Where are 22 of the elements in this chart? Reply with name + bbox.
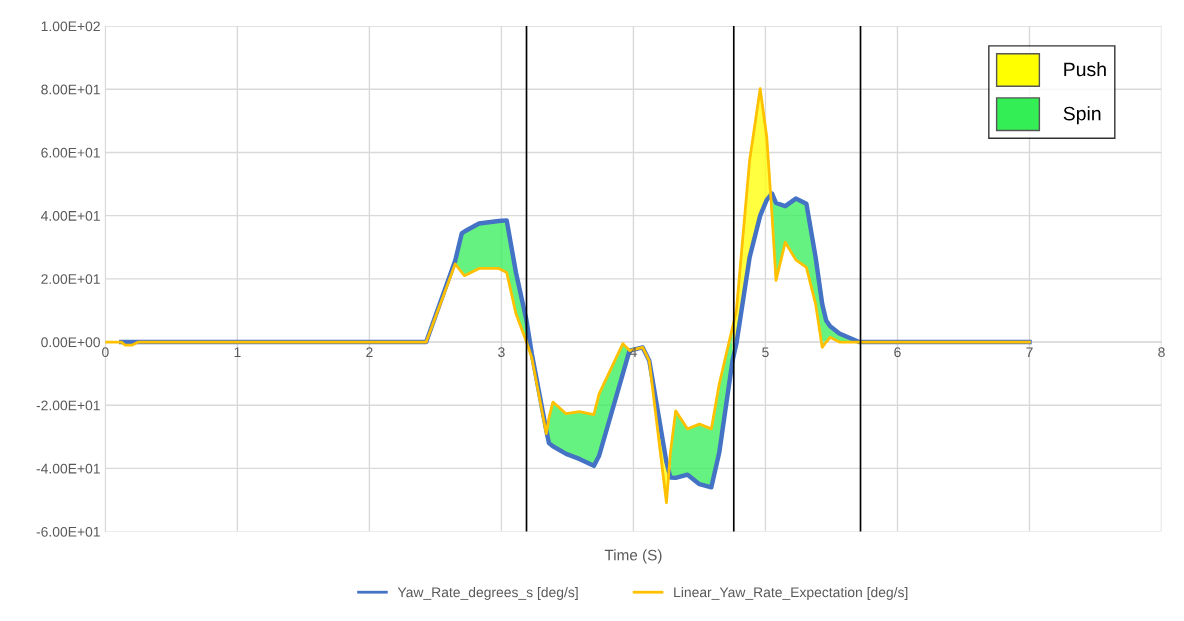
x-tick-label: 3 [498,347,505,358]
x-axis-title: Time (S) [604,549,662,564]
legend-label: Spin [1063,106,1101,125]
y-tick-label: 6.00E+01 [41,147,100,158]
y-tick-label: 8.00E+01 [41,84,100,95]
x-tick-label: 8 [1158,347,1165,358]
y-tick-label: -2.00E+01 [36,400,100,411]
y-tick-label: 0.00E+00 [41,337,100,348]
x-tick-label: 0 [102,347,109,358]
legend-label: Yaw_Rate_degrees_s [deg/s] [397,587,578,600]
x-tick-label: 7 [1026,347,1033,357]
y-tick-label: -6.00E+01 [36,526,100,537]
legend-label: Push [1064,61,1106,77]
y-tick-label: -4.00E+01 [36,463,100,474]
x-tick-label: 6 [894,347,901,358]
x-tick-label: 1 [234,347,241,357]
x-tick-label: 2 [366,347,373,357]
legend-label: Linear_Yaw_Rate_Expectation [deg/s] [674,587,908,600]
y-tick-label: 4.00E+01 [40,210,100,221]
x-tick-label: 5 [762,347,769,358]
y-tick-label: 2.00E+01 [41,274,100,284]
y-tick-label: 1.00E+02 [41,21,100,32]
